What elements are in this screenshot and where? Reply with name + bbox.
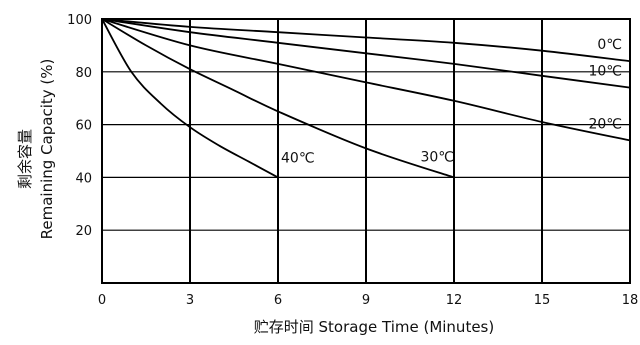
y-tick-label: 100 (67, 13, 92, 28)
y-axis-title-english: Remaining Capacity (%) (38, 59, 56, 240)
x-tick-label: 3 (186, 293, 194, 308)
x-tick-label: 0 (98, 293, 106, 308)
series-label-4: 40℃ (281, 150, 315, 166)
y-axis-title-chinese: 剩余容量 (16, 129, 34, 189)
x-tick-label: 18 (622, 293, 639, 308)
series-label-2: 20℃ (588, 116, 622, 132)
series-line-3 (101, 18, 455, 179)
x-tick-label: 12 (446, 293, 463, 308)
series-line-1 (101, 18, 631, 89)
series-line-4 (101, 18, 279, 179)
x-axis-title: 贮存时间 Storage Time (Minutes) (254, 318, 494, 336)
plot-frame (101, 18, 631, 284)
x-tick-label: 9 (362, 293, 370, 308)
x-tick-label: 6 (274, 293, 282, 308)
series-label-3: 30℃ (420, 149, 454, 165)
x-tick-label: 15 (534, 293, 551, 308)
series-label-1: 10℃ (588, 64, 622, 80)
series-line-0 (101, 18, 631, 63)
y-tick-label: 40 (75, 171, 92, 186)
series-label-0: 0℃ (597, 37, 622, 53)
y-tick-label: 20 (75, 224, 92, 239)
series-line-2 (101, 18, 631, 142)
y-tick-label: 60 (75, 119, 92, 134)
y-tick-label: 80 (75, 66, 92, 81)
